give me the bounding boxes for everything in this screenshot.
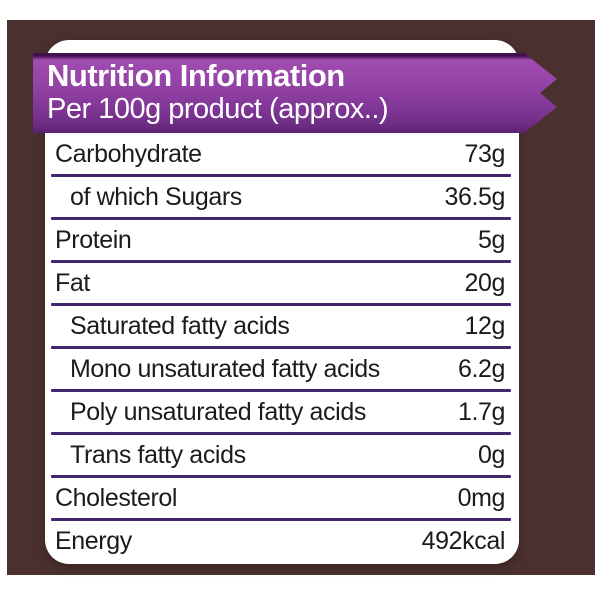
nutrient-value: 73g [464,140,505,168]
nutrient-label: of which Sugars [70,183,242,211]
table-row: Carbohydrate 73g [45,133,519,177]
header-ribbon: Nutrition Information Per 100g product (… [33,53,557,133]
nutrient-value: 5g [477,226,505,254]
nutrient-label: Mono unsaturated fatty acids [70,355,380,383]
nutrient-value: 492kcal [421,527,506,555]
nutrient-value: 12g [464,312,505,340]
nutrient-value: 36.5g [444,183,505,211]
table-row: Fat 20g [45,262,519,306]
table-row: of which Sugars 36.5g [45,176,519,220]
nutrient-label: Trans fatty acids [70,441,246,469]
label-title: Nutrition Information [47,58,345,93]
table-row: Energy 492kcal [45,520,519,563]
nutrient-value: 1.7g [457,398,505,426]
nutrient-label: Energy [55,527,132,555]
nutrient-label: Poly unsaturated fatty acids [70,398,366,426]
header-ribbon-text: Nutrition Information Per 100g product (… [33,53,557,126]
nutrient-value: 20g [464,269,505,297]
nutrient-label: Cholesterol [55,484,178,512]
nutrient-label: Saturated fatty acids [70,312,290,340]
nutrient-label: Protein [55,226,132,254]
table-row: Mono unsaturated fatty acids 6.2g [45,348,519,392]
nutrition-table: Carbohydrate 73g of which Sugars 36.5g P… [45,133,519,563]
label-subtitle: Per 100g product (approx..) [47,93,389,125]
nutrient-value: 6.2g [457,355,505,383]
table-row: Trans fatty acids 0g [45,434,519,478]
table-row: Saturated fatty acids 12g [45,305,519,349]
nutrient-value: 0mg [457,484,506,512]
table-row: Cholesterol 0mg [45,477,519,521]
nutrient-label: Carbohydrate [55,140,202,168]
nutrient-label: Fat [55,269,90,297]
table-row: Poly unsaturated fatty acids 1.7g [45,391,519,435]
nutrient-value: 0g [477,441,505,469]
table-row: Protein 5g [45,219,519,263]
